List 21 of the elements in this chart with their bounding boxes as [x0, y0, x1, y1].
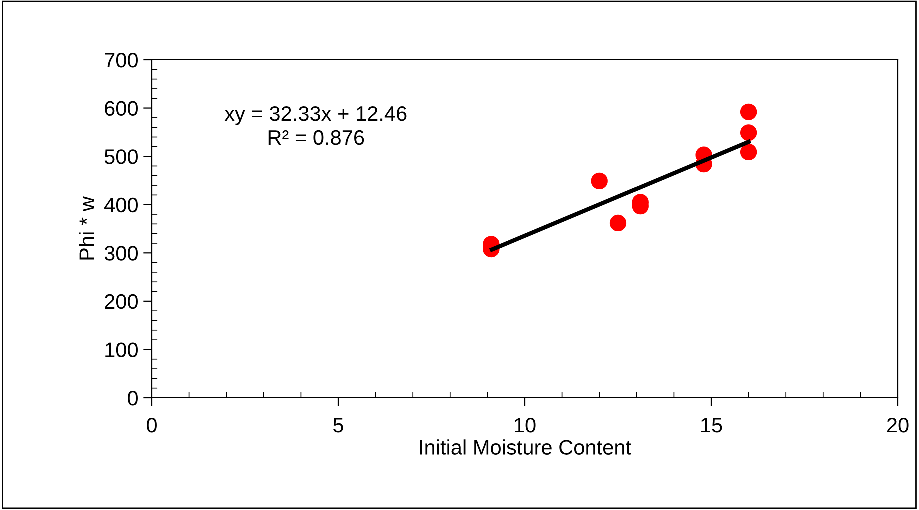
point: [591, 172, 608, 190]
annotation: xy = 32.33x + 12.46 R² = 0.876: [224, 106, 407, 146]
x-tick-label: 5: [334, 418, 344, 433]
point: [740, 144, 758, 161]
point: [610, 214, 627, 232]
point: [740, 124, 758, 142]
y-axis-title: Phi * w: [79, 196, 94, 260]
point: [740, 104, 758, 120]
x-tick-label: 15: [702, 418, 722, 433]
x-tick-label: 0: [147, 418, 157, 433]
y-tick-label: 700: [105, 53, 138, 68]
y-tick-label: 600: [105, 101, 138, 116]
y-tick-label: 300: [104, 246, 138, 261]
x-tick-label: 10: [515, 418, 536, 433]
x-tick-label: 20: [887, 418, 909, 433]
y-tick-label: 200: [105, 294, 138, 310]
x-axis-title: Initial Moisture Content: [420, 440, 632, 455]
y-tick-label: 400: [104, 198, 138, 213]
y-tick-label: 500: [104, 150, 138, 164]
y-tick-label: 100: [106, 342, 138, 358]
y-tick-label: 0: [128, 391, 138, 406]
